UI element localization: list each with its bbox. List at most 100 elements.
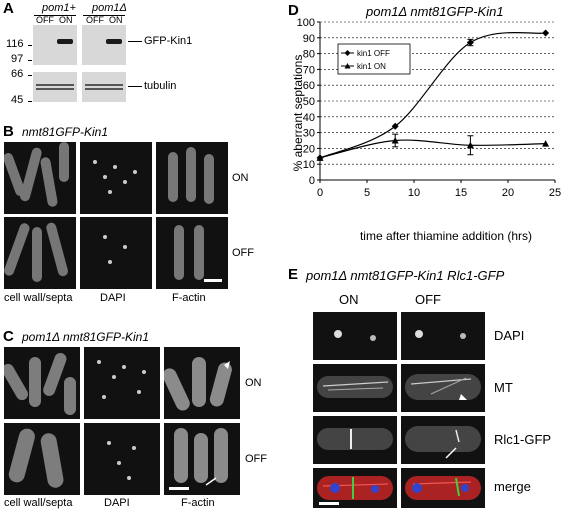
legend-box (337, 43, 411, 75)
panel-e-title: pom1Δ nmt81GFP-Kin1 Rlc1-GFP (306, 268, 505, 283)
column-label-on: ON (339, 292, 359, 307)
row-label-mt: MT (494, 380, 513, 395)
row-label-off: OFF (245, 453, 267, 465)
column-label-cell-wall: cell wall/septa (4, 292, 73, 304)
y-tick-label: 90 (303, 33, 315, 45)
x-tick-label: 10 (408, 187, 420, 199)
tubulin-band (36, 88, 74, 90)
scale-bar (319, 502, 339, 505)
y-tick-label: 10 (303, 159, 315, 171)
chart: 0 10 20 30 40 50 60 70 80 90 100 0 5 10 15 20 25 % aberr… (291, 18, 561, 243)
gfp-kin1-band (106, 39, 122, 44)
panel-a-group2: pom1Δ (92, 2, 127, 14)
group2-underline (83, 15, 125, 16)
tubulin-band (85, 84, 123, 86)
arrowhead-icon (224, 361, 230, 369)
western-blot-tubulin-pom1plus (33, 72, 77, 102)
nuclei-image (415, 330, 466, 339)
y-tick-label: 60 (303, 80, 315, 92)
micrograph-e-rlc1-off (401, 416, 485, 464)
micrograph-e-merge-off (401, 468, 485, 508)
western-blot-tubulin-pom1delta (82, 72, 126, 102)
lane-label: ON (109, 15, 123, 25)
row-label-rlc1-gfp: Rlc1-GFP (494, 432, 552, 447)
micrograph-pom1-dapi-off (84, 423, 160, 495)
y-tick-label: 80 (303, 49, 315, 61)
tubulin-band (85, 88, 123, 90)
nuclei-image (93, 160, 137, 194)
micrograph-pom1-cell-wall-off (4, 423, 80, 495)
data-point-triangle (466, 141, 474, 149)
y-tick-label: 30 (303, 128, 315, 140)
arrowhead-icon (459, 394, 467, 400)
tubulin-band (36, 84, 74, 86)
arrow-icon (445, 447, 457, 459)
panel-b-letter: B (3, 123, 14, 140)
micrograph-pom1-f-actin-on (164, 347, 240, 419)
x-tick-label: 20 (502, 187, 514, 199)
micrograph-e-mt-on (313, 364, 397, 412)
micrograph-dapi-on (80, 142, 152, 214)
microtubule-image (317, 376, 393, 398)
mw-tick (28, 101, 32, 102)
micrograph-pom1-cell-wall-on (4, 347, 80, 419)
micrograph-pom1-dapi-on (84, 347, 160, 419)
data-point-diamond (391, 122, 399, 130)
arrow-icon (205, 477, 217, 486)
chart-title: pom1Δ nmt81GFP-Kin1 (366, 4, 504, 19)
group1-underline (34, 15, 76, 16)
arrow-line (128, 41, 142, 42)
panel-a-letter: A (3, 0, 14, 17)
data-point-triangle (542, 140, 550, 147)
x-tick-label: 15 (455, 187, 467, 199)
band-label-tubulin: tubulin (144, 80, 177, 92)
arrow-line (128, 86, 142, 87)
legend-label: kin1 OFF (357, 49, 390, 58)
data-point-triangle (316, 154, 324, 161)
mw-tick (28, 75, 32, 76)
microtubule-image (405, 374, 481, 400)
rlc1-image (317, 428, 393, 450)
micrograph-cell-wall-off (4, 217, 76, 289)
nuclei-image (103, 235, 127, 264)
y-tick-label: 20 (303, 143, 315, 155)
lane-label: ON (59, 15, 73, 25)
micrograph-e-dapi-off (401, 312, 485, 360)
scale-bar (204, 279, 222, 282)
micrograph-e-merge-on (313, 468, 397, 508)
nuclei-image (107, 441, 136, 480)
panel-b-title: nmt81GFP-Kin1 (22, 125, 109, 139)
actin-image (168, 147, 214, 204)
cells-image (8, 428, 64, 488)
x-tick-label: 25 (549, 187, 561, 199)
x-tick-label: 5 (364, 187, 370, 199)
legend-triangle-marker (344, 63, 351, 69)
legend-label: kin1 ON (357, 62, 386, 71)
mw-tick (28, 45, 32, 46)
merge-image (317, 476, 393, 505)
legend-diamond-marker (344, 50, 351, 56)
series-line (319, 31, 546, 159)
merge-image (405, 476, 481, 500)
y-tick-label: 100 (297, 18, 315, 29)
gfp-kin1-band (57, 39, 73, 44)
data-point-triangle (391, 137, 399, 144)
mw-tick (28, 60, 32, 61)
band-label-gfp-kin1: GFP-Kin1 (144, 35, 193, 47)
row-label-merge: merge (494, 479, 531, 494)
rlc1-image (405, 426, 481, 459)
data-point-diamond (466, 39, 474, 47)
y-axis-label: % aberrant septations (291, 55, 305, 172)
mw-marker: 97 (11, 53, 24, 65)
micrograph-e-rlc1-on (313, 416, 397, 464)
x-axis-label: time after thiamine addition (hrs) (360, 229, 532, 243)
mw-marker: 116 (6, 38, 24, 50)
western-blot-gfp-pom1plus (33, 25, 77, 65)
legend: kin1 OFF kin1 ON (337, 43, 411, 75)
micrograph-f-actin-on (156, 142, 228, 214)
row-label-on: ON (232, 172, 249, 184)
column-label-cell-wall: cell wall/septa (4, 497, 73, 509)
micrograph-f-actin-off (156, 217, 228, 289)
panel-d-letter: D (288, 2, 299, 19)
micrograph-e-mt-off (401, 364, 485, 412)
